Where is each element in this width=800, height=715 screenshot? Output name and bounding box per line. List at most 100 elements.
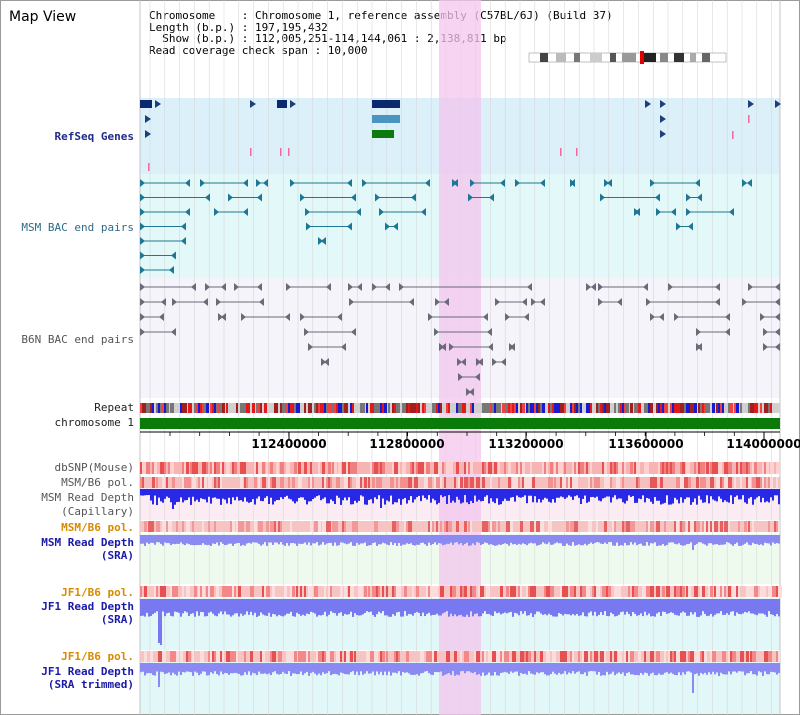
jf1-depth-trim-label[interactable]: JF1 Read Depth — [41, 665, 134, 678]
msm-b6-pol-label-1[interactable]: MSM/B6 pol. — [61, 476, 134, 489]
depth-bar — [262, 663, 264, 674]
heat-cell — [316, 586, 318, 597]
heat-cell — [140, 462, 142, 474]
depth-bar — [300, 599, 302, 616]
depth-bar — [296, 663, 298, 675]
depth-bar — [532, 599, 534, 617]
bac-end-marker — [337, 313, 342, 321]
depth-bar — [710, 489, 712, 497]
depth-bar — [238, 599, 240, 617]
heat-cell — [462, 403, 466, 413]
depth-bar — [652, 663, 654, 673]
depth-bar — [194, 535, 196, 546]
depth-bar — [646, 535, 648, 543]
dbsnp-label[interactable]: dbSNP(Mouse) — [54, 461, 134, 474]
ideogram-position-marker — [640, 51, 644, 64]
chromosome-ideogram[interactable] — [528, 51, 727, 64]
depth-bar — [588, 663, 590, 672]
depth-bar — [292, 599, 294, 617]
jf1-b6-pol-label-2[interactable]: JF1/B6 pol. — [61, 650, 134, 663]
depth-bar — [518, 535, 520, 544]
depth-bar — [678, 663, 680, 673]
heat-cell — [506, 521, 510, 532]
depth-bar — [570, 599, 572, 616]
heat-cell — [334, 403, 337, 413]
depth-bar — [320, 535, 322, 545]
depth-bar — [168, 599, 170, 613]
heat-cell — [398, 403, 400, 413]
chromosome-label[interactable]: chromosome 1 — [54, 416, 134, 429]
msm-b6-pol-label-2[interactable]: MSM/B6 pol. — [61, 521, 134, 534]
depth-bar — [272, 535, 274, 545]
heat-cell — [402, 462, 405, 474]
depth-bar — [736, 489, 738, 496]
heat-cell — [724, 462, 728, 474]
b6n-bac-label[interactable]: B6N BAC end pairs — [21, 333, 134, 346]
heat-cell — [770, 477, 773, 488]
depth-bar — [468, 489, 470, 505]
heat-cell — [252, 403, 255, 413]
heat-cell — [310, 521, 313, 532]
depth-bar — [216, 599, 218, 617]
depth-bar — [750, 663, 752, 672]
depth-bar — [596, 663, 598, 675]
heat-cell — [622, 403, 625, 413]
repeat-label[interactable]: Repeat — [94, 401, 134, 414]
depth-bar — [778, 599, 780, 617]
depth-bar — [542, 663, 544, 673]
heat-cell — [166, 477, 168, 488]
jf1-b6-pol-label-1[interactable]: JF1/B6 pol. — [61, 586, 134, 599]
msm-depth-cap-label[interactable]: MSM Read Depth — [41, 491, 134, 504]
heat-cell — [702, 651, 705, 662]
depth-bar — [618, 489, 620, 499]
depth-bar — [294, 599, 296, 617]
depth-bar — [382, 535, 384, 543]
jf1-depth-sra-label[interactable]: JF1 Read Depth — [41, 600, 134, 613]
depth-bar — [416, 489, 418, 498]
depth-bar — [682, 535, 684, 546]
heat-cell — [162, 477, 165, 488]
depth-bar — [228, 489, 230, 498]
heat-cell — [350, 403, 353, 413]
depth-bar — [396, 535, 398, 546]
depth-bar — [170, 599, 172, 616]
heat-cell — [762, 477, 765, 488]
heat-cell — [266, 462, 268, 474]
bac-end-marker — [348, 283, 353, 291]
depth-bar — [532, 535, 534, 544]
depth-bar — [506, 663, 508, 673]
depth-bar — [176, 599, 178, 613]
depth-bar — [604, 599, 606, 612]
heat-cell — [208, 521, 210, 532]
refseq-genes-label[interactable]: RefSeq Genes — [54, 130, 134, 143]
depth-bar — [480, 489, 482, 502]
heat-cell — [522, 403, 525, 413]
heat-cell — [696, 521, 700, 532]
heat-cell — [208, 651, 211, 662]
heat-cell — [604, 521, 607, 532]
depth-bar — [718, 489, 720, 497]
msm-bac-end-pairs[interactable] — [140, 179, 752, 274]
depth-bar — [696, 489, 698, 505]
depth-bar — [462, 599, 464, 617]
b6n-bac-end-pairs[interactable] — [140, 283, 780, 396]
depth-bar — [282, 599, 284, 617]
depth-bar — [322, 663, 324, 673]
depth-bar — [216, 489, 218, 499]
heat-cell — [386, 651, 388, 662]
heat-cell — [734, 403, 736, 413]
depth-bar — [362, 489, 364, 497]
refseq-genes[interactable] — [140, 100, 781, 171]
bac-end-marker — [263, 179, 268, 187]
heat-cell — [188, 651, 191, 662]
depth-bar — [184, 663, 186, 673]
heat-cell — [270, 651, 272, 662]
msm-depth-sra-label[interactable]: MSM Read Depth — [41, 536, 134, 549]
depth-bar — [258, 535, 260, 544]
depth-bar — [154, 599, 156, 613]
depth-bar — [280, 535, 282, 543]
depth-bar — [426, 489, 428, 500]
heat-cell — [404, 586, 407, 597]
msm-bac-label[interactable]: MSM BAC end pairs — [21, 221, 134, 234]
